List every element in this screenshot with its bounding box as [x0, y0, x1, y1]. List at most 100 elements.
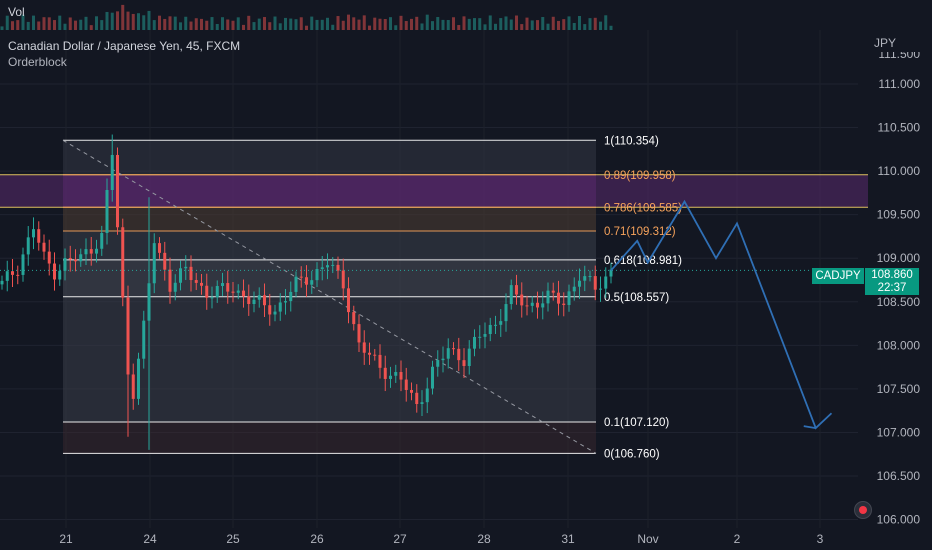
candle-body [389, 375, 392, 379]
candle-body [362, 342, 366, 353]
candle-body [467, 348, 471, 367]
volume-bar [5, 15, 9, 30]
symbol-title[interactable]: Canadian Dollar / Japanese Yen, 45, FXCM [8, 39, 241, 53]
candle-body [289, 291, 293, 302]
volume-bar [341, 20, 345, 30]
volume-bar [362, 15, 366, 30]
candle-body [525, 305, 529, 307]
candle-body [226, 283, 230, 292]
candle-body [16, 274, 20, 276]
volume-bar [609, 25, 613, 30]
volume-bar [562, 19, 566, 30]
volume-bar [163, 18, 167, 30]
volume-bar [373, 17, 377, 30]
candle-body [63, 258, 67, 271]
candle-body [53, 263, 56, 280]
price-tick-label: 109.000 [877, 251, 921, 265]
projection-path [610, 199, 833, 430]
volume-bar [158, 15, 161, 30]
candle-body [89, 249, 93, 254]
volume-bar [210, 17, 214, 30]
volume-bar [530, 20, 534, 30]
currency-label: JPY [874, 36, 896, 50]
volume-bar [494, 23, 497, 30]
volume-bar [278, 23, 282, 30]
volume-bar [68, 17, 72, 30]
volume-bar [168, 16, 172, 30]
candle-body [189, 266, 193, 281]
volume-bar [173, 16, 177, 30]
volume-bar [389, 17, 392, 30]
candle-body [404, 379, 408, 390]
candle-body [368, 352, 371, 355]
candle-body [158, 243, 161, 253]
volume-bar [347, 14, 350, 30]
volume-bar [42, 17, 46, 30]
price-tick-label: 109.500 [877, 208, 921, 222]
price-tick-label: 107.500 [877, 382, 921, 396]
candle-body [126, 297, 130, 375]
volume-bar [473, 18, 476, 30]
candle-body [331, 264, 335, 266]
volume-bar [425, 14, 429, 30]
canada-flag-icon[interactable] [854, 501, 872, 519]
volume-bar [21, 14, 25, 30]
volume-bar [63, 23, 67, 30]
candle-body [257, 295, 261, 300]
candle-body [478, 336, 482, 338]
candle-body [399, 372, 403, 380]
candle-body [357, 324, 361, 343]
candle-body [294, 276, 298, 292]
volume-bar [226, 19, 230, 30]
candle-body [95, 248, 98, 254]
volume-bar [131, 13, 135, 31]
volume-bar [37, 21, 41, 30]
volume-bar [189, 21, 193, 30]
price-tick-label: 110.500 [878, 121, 921, 135]
volume-bar [16, 20, 20, 30]
candle-body [436, 360, 440, 367]
candle-body [593, 276, 597, 290]
time-tick-label: 3 [817, 532, 824, 546]
candle-body [394, 372, 398, 376]
candle-body [557, 292, 560, 304]
volume-bar [179, 22, 182, 30]
last-price-badge: 108.860 22:37 [865, 268, 919, 295]
time-tick-label: 2 [734, 532, 741, 546]
indicator-name[interactable]: Orderblock [8, 55, 67, 69]
candle-body [163, 252, 167, 270]
candle-body [572, 286, 576, 292]
volume-bar [79, 19, 83, 30]
volume-bar [89, 25, 93, 30]
candle-body [121, 227, 125, 298]
volume-bar [194, 18, 198, 30]
fib-zone [63, 296, 596, 422]
volume-bar [536, 20, 539, 30]
volume-bar [95, 16, 98, 30]
volume-bar [483, 24, 487, 30]
volume-bar [53, 20, 56, 30]
fib-trend-line [62, 139, 597, 454]
volume-bar [541, 17, 545, 30]
candle-body [551, 290, 555, 293]
price-tick-label: 111.500 [878, 47, 920, 61]
volume-bar [326, 17, 329, 30]
time-tick-label: 25 [226, 532, 240, 546]
volume-bar [415, 16, 419, 30]
volume-bar [289, 18, 293, 30]
volume-bar [583, 24, 587, 30]
candle-body [137, 358, 140, 399]
time-tick-label: 31 [561, 532, 575, 546]
candle-body [305, 277, 308, 285]
volume-bar [525, 17, 529, 30]
volume-bar [257, 18, 261, 30]
volume-bar [320, 19, 324, 30]
candle-body [215, 286, 219, 298]
candle-body [84, 249, 88, 255]
volume-bar [58, 15, 62, 30]
candle-body [236, 290, 240, 293]
fib-level-label: 0.1(107.120) [604, 417, 669, 429]
volume-bar [378, 18, 382, 30]
candle-body [499, 321, 503, 325]
